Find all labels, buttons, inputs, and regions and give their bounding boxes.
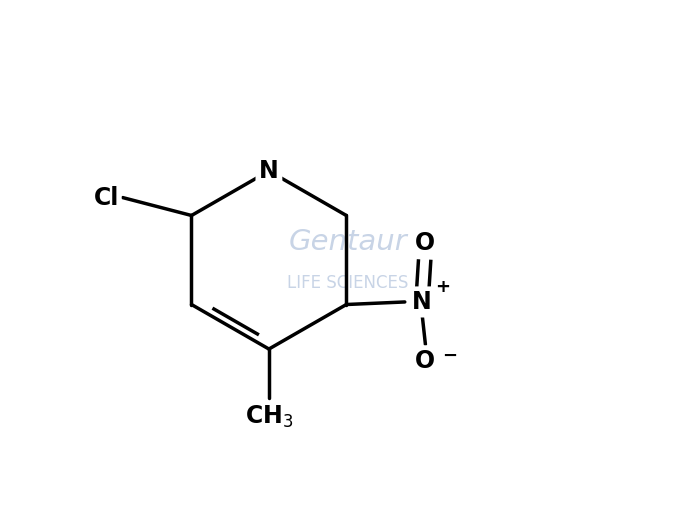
Text: Gentaur: Gentaur: [289, 228, 407, 256]
Text: −: −: [442, 347, 457, 365]
Text: O: O: [416, 231, 436, 255]
Text: N: N: [259, 159, 279, 183]
Text: CH$_3$: CH$_3$: [245, 404, 293, 430]
Text: LIFE SCIENCES: LIFE SCIENCES: [287, 274, 409, 292]
Text: N: N: [412, 290, 432, 314]
Text: O: O: [416, 349, 436, 373]
Text: Cl: Cl: [94, 186, 119, 210]
Text: +: +: [435, 278, 450, 295]
